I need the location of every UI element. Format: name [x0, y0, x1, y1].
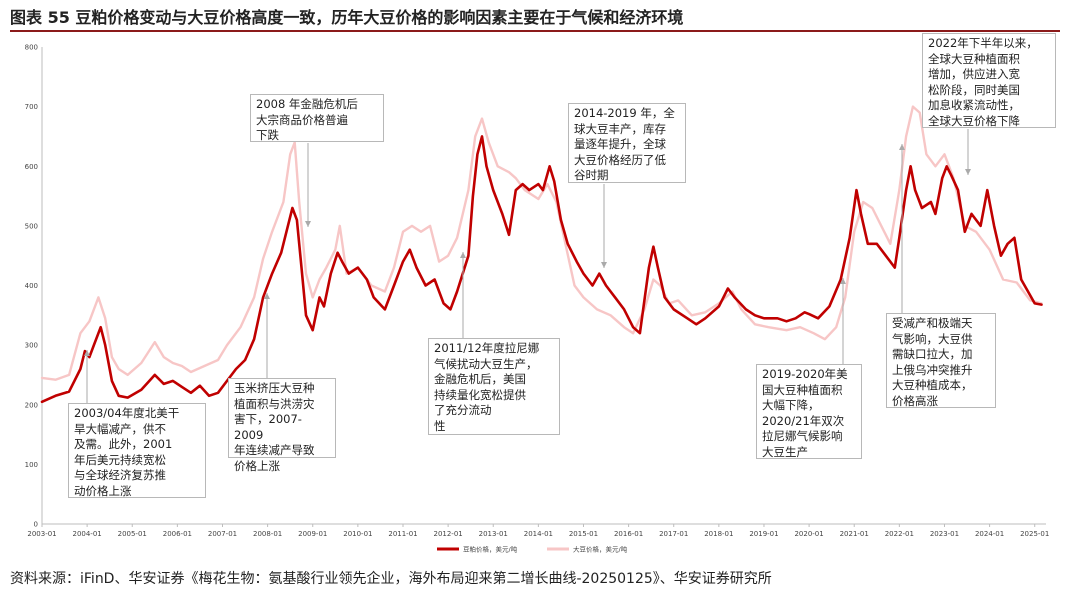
- y-tick-label: 300: [25, 342, 38, 350]
- arrow-head: [84, 350, 90, 356]
- annotation-2007: 玉米挤压大豆种 植面积与洪涝灾 害下，2007-2009 年连续减产导致 价格上…: [228, 378, 336, 473]
- x-tick-label: 2012-01: [433, 530, 462, 538]
- annotation-2008: 2008 年金融危机后 大宗商品价格普遍 下跌: [250, 94, 384, 142]
- source-note: 资料来源：iFinD、华安证券《梅花生物：氨基酸行业领先企业，海外布局迎来第二增…: [10, 571, 772, 587]
- x-tick-label: 2009-01: [298, 530, 327, 538]
- annotation-2003: 2003/04年度北美干 旱大幅减产，供不 及需。此外，2001 年后美元持续宽…: [68, 403, 206, 498]
- x-tick-label: 2023-01: [930, 530, 959, 538]
- x-tick-label: 2007-01: [208, 530, 237, 538]
- x-tick-label: 2003-01: [27, 530, 56, 538]
- x-tick-label: 2016-01: [614, 530, 643, 538]
- annotation-2011: 2011/12年度拉尼娜 气候扰动大豆生产， 金融危机后，美国 持续量化宽松提供…: [428, 338, 560, 435]
- x-tick-label: 2019-01: [749, 530, 778, 538]
- x-tick-label: 2013-01: [479, 530, 508, 538]
- annotation-2021: 受减产和极端天 气影响，大豆供 需缺口拉大，加 上俄乌冲突推升 大豆种植成本， …: [886, 313, 996, 408]
- y-tick-label: 400: [25, 282, 38, 290]
- arrow-head: [305, 221, 311, 227]
- x-tick-label: 2015-01: [569, 530, 598, 538]
- y-tick-label: 0: [34, 521, 38, 529]
- x-tick-label: 2024-01: [975, 530, 1004, 538]
- arrow-head: [840, 278, 846, 284]
- arrow-head: [601, 262, 607, 268]
- x-tick-label: 2010-01: [343, 530, 372, 538]
- annotation-2019: 2019-2020年美 国大豆种植面积 大幅下降， 2020/21年双次 拉尼娜…: [756, 364, 862, 459]
- arrow-head: [264, 293, 270, 299]
- y-tick-label: 500: [25, 222, 38, 230]
- x-tick-label: 2008-01: [253, 530, 282, 538]
- arrow-head: [899, 144, 905, 150]
- annotation-2022: 2022年下半年以来， 全球大豆种植面积 增加，供应进入宽 松阶段，同时美国 加…: [922, 33, 1056, 128]
- arrow-head: [965, 169, 971, 175]
- annotation-arrows: [84, 129, 971, 404]
- y-tick-label: 200: [25, 401, 38, 409]
- x-tick-label: 2004-01: [72, 530, 101, 538]
- x-tick-label: 2022-01: [885, 530, 914, 538]
- x-tick-label: 2017-01: [659, 530, 688, 538]
- chart-legend: 豆粕价格，美元/吨 大豆价格，美元/吨: [437, 545, 628, 554]
- y-tick-label: 700: [25, 103, 38, 111]
- y-tick-label: 600: [25, 163, 38, 171]
- arrow-head: [460, 252, 466, 258]
- legend-label-soybean: 大豆价格，美元/吨: [573, 545, 628, 554]
- annotation-2014: 2014-2019 年，全 球大豆丰产，库存 量逐年提升，全球 大豆价格经历了低…: [568, 103, 686, 183]
- y-tick-label: 800: [25, 44, 38, 52]
- x-tick-label: 2014-01: [524, 530, 553, 538]
- x-tick-label: 2025-01: [1020, 530, 1049, 538]
- x-tick-label: 2020-01: [794, 530, 823, 538]
- x-tick-label: 2005-01: [118, 530, 147, 538]
- x-tick-label: 2021-01: [840, 530, 869, 538]
- legend-label-soymeal: 豆粕价格，美元/吨: [463, 545, 518, 554]
- title-divider: [10, 30, 1060, 32]
- x-tick-label: 2006-01: [163, 530, 192, 538]
- x-tick-label: 2011-01: [388, 530, 417, 538]
- y-tick-label: 100: [25, 461, 38, 469]
- x-tick-label: 2018-01: [704, 530, 733, 538]
- series-line-soybean: [40, 105, 1043, 381]
- chart-title: 图表 55 豆粕价格变动与大豆价格高度一致，历年大豆价格的影响因素主要在于气候和…: [10, 8, 684, 27]
